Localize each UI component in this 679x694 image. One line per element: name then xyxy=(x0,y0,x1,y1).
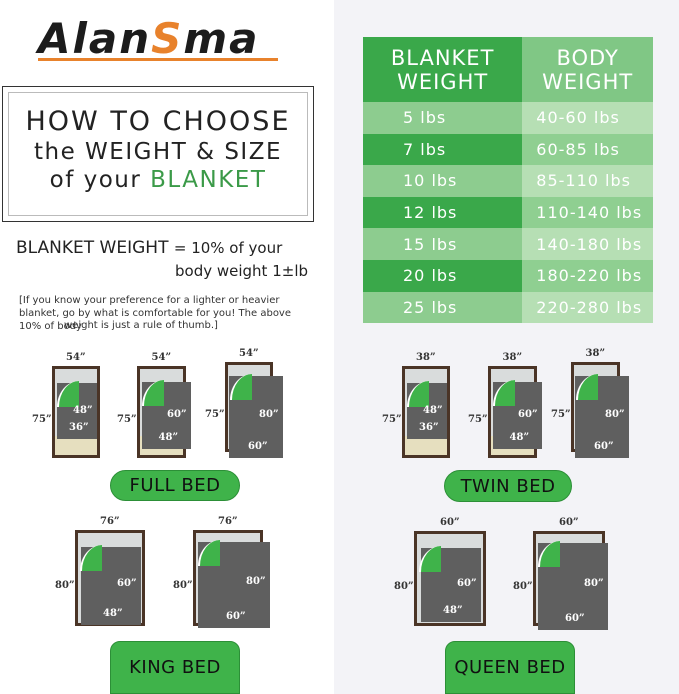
bed-width-label: 54” xyxy=(239,348,259,359)
weight-table: BLANKET WEIGHT BODY WEIGHT 5 lbs 40-60 lb… xyxy=(363,37,653,324)
blanket-width-label: 60” xyxy=(594,441,614,452)
body-weight-cell: 110-140 lbs xyxy=(522,196,653,229)
bed-width-label: 76” xyxy=(100,516,120,527)
blanket-width-label: 48” xyxy=(443,605,463,616)
blanket-length-label: 60” xyxy=(518,408,538,420)
bed-width-label: 38” xyxy=(502,352,523,363)
body-weight-cell: 180-220 lbs xyxy=(522,259,653,292)
header-blanket-weight: BLANKET WEIGHT xyxy=(363,37,523,102)
blanket-length-label: 48” xyxy=(423,405,443,417)
bed-length-label: 80” xyxy=(55,580,75,591)
table-row: 12 lbs 110-140 lbs xyxy=(363,196,653,229)
blanket-width-label: 48” xyxy=(509,432,530,443)
note-text-2: weight is just a rule of thumb.] xyxy=(64,320,218,331)
table-row: 20 lbs 180-220 lbs xyxy=(363,259,653,292)
title-line-2: the WEIGHT & SIZE xyxy=(33,139,282,165)
title-text: of your xyxy=(49,167,142,193)
bed-length-label: 75” xyxy=(117,414,137,425)
blanket-width-label: 36” xyxy=(69,422,89,433)
note-text: [If you know your preference for a light… xyxy=(19,295,292,332)
title-box: HOW TO CHOOSE the WEIGHT & SIZE of your … xyxy=(2,86,314,222)
bed-length-label: 75” xyxy=(551,409,571,420)
brand-logo: AlanSma xyxy=(38,14,260,63)
header-body-weight: BODY WEIGHT xyxy=(522,37,653,102)
bed-footboard xyxy=(55,436,97,455)
bed-width-label: 54” xyxy=(66,352,86,363)
bed-width-label: 60” xyxy=(559,517,579,528)
blanket-weight-cell: 10 lbs xyxy=(363,165,523,197)
title-accent: BLANKET xyxy=(150,167,267,193)
logo-part: S xyxy=(151,14,184,63)
bed-width-label: 60” xyxy=(440,517,460,528)
blanket-length-label: 80” xyxy=(246,576,266,588)
logo-underline xyxy=(38,58,278,61)
bed-width-label: 76” xyxy=(218,516,238,527)
blanket-weight-cell: 20 lbs xyxy=(363,259,523,292)
logo-part: Alan xyxy=(38,14,152,63)
body-weight-cell: 60-85 lbs xyxy=(522,133,653,166)
blanket-width-label: 48” xyxy=(158,432,179,443)
title-line-3: of your BLANKET xyxy=(9,167,307,193)
blanket-length-label: 60” xyxy=(167,408,187,420)
table-row: 15 lbs 140-180 lbs xyxy=(363,228,653,260)
bed-footboard xyxy=(405,436,447,455)
blanket-weight-cell: 25 lbs xyxy=(363,291,523,324)
formula-line-2: body weight 1±lb xyxy=(175,262,309,280)
table-row: 7 lbs 60-85 lbs xyxy=(363,133,653,166)
bed-length-label: 80” xyxy=(173,580,193,591)
king-bed-label: KING BED xyxy=(110,641,240,694)
body-weight-cell: 140-180 lbs xyxy=(522,228,653,260)
blanket-weight-cell: 7 lbs xyxy=(363,133,523,166)
formula-rest: = 10% of your xyxy=(173,239,283,257)
bed-length-label: 75” xyxy=(468,414,488,425)
blanket-length-label: 80” xyxy=(605,408,625,420)
bed-width-label: 38” xyxy=(585,348,606,359)
logo-part: ma xyxy=(183,14,260,63)
table-row: 5 lbs 40-60 lbs xyxy=(363,102,653,134)
table-row: 10 lbs 85-110 lbs xyxy=(363,165,653,197)
table-row: 25 lbs 220-280 lbs xyxy=(363,291,653,324)
bed-length-label: 75” xyxy=(205,409,225,420)
bed-length-label: 75” xyxy=(382,414,402,425)
blanket-length-label: 80” xyxy=(259,408,279,420)
bed-width-label: 54” xyxy=(151,352,172,363)
title-line-1: HOW TO CHOOSE xyxy=(25,106,291,137)
formula-label: BLANKET WEIGHT xyxy=(16,238,169,258)
blanket-length-label: 60” xyxy=(117,578,137,590)
queen-bed-label: QUEEN BED xyxy=(445,641,575,694)
bed-length-label: 80” xyxy=(394,580,414,592)
blanket-length-label: 80” xyxy=(584,577,604,589)
blanket-weight-cell: 5 lbs xyxy=(363,102,523,134)
body-weight-cell: 40-60 lbs xyxy=(522,102,653,134)
twin-bed-label: TWIN BED xyxy=(444,470,572,502)
bed-length-label: 80” xyxy=(513,580,533,592)
full-bed-label: FULL BED xyxy=(110,470,240,501)
body-weight-cell: 85-110 lbs xyxy=(522,165,653,197)
blanket-width-label: 60” xyxy=(248,441,268,452)
formula: BLANKET WEIGHT = 10% of your xyxy=(16,238,282,258)
blanket-width-label: 60” xyxy=(226,611,246,622)
blanket-weight-cell: 15 lbs xyxy=(363,228,523,260)
bed-length-label: 75” xyxy=(32,414,52,425)
bed-width-label: 38” xyxy=(416,352,436,363)
blanket-width-label: 36” xyxy=(419,422,439,433)
blanket-width-label: 60” xyxy=(565,613,585,624)
blanket-weight-cell: 12 lbs xyxy=(363,196,523,229)
blanket-length-label: 60” xyxy=(457,577,477,589)
body-weight-cell: 220-280 lbs xyxy=(522,291,653,324)
blanket-width-label: 48” xyxy=(103,608,123,619)
blanket-length-label: 48” xyxy=(73,405,93,417)
